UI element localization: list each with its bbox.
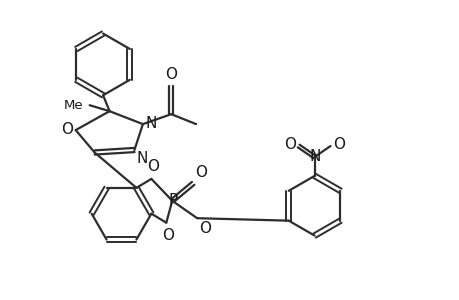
Text: N: N xyxy=(137,152,148,166)
Text: O: O xyxy=(283,136,295,152)
Text: O: O xyxy=(61,122,73,136)
Text: P: P xyxy=(168,193,178,208)
Text: O: O xyxy=(333,136,345,152)
Text: O: O xyxy=(199,221,211,236)
Text: Me: Me xyxy=(64,99,84,112)
Text: O: O xyxy=(165,67,177,82)
Text: O: O xyxy=(146,159,158,174)
Text: O: O xyxy=(195,165,207,180)
Text: N: N xyxy=(145,116,157,130)
Text: O: O xyxy=(162,228,174,243)
Text: N: N xyxy=(309,149,320,164)
